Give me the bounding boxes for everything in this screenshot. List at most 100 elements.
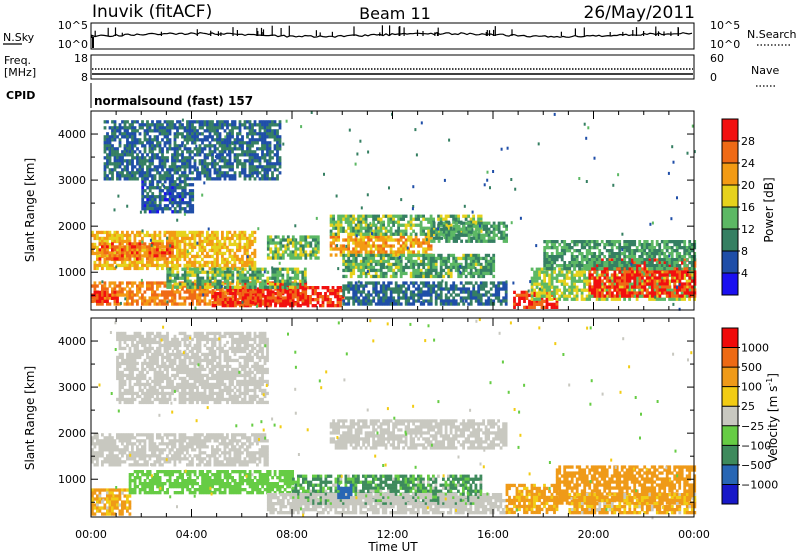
data-cell <box>641 285 644 289</box>
data-cell <box>543 249 547 253</box>
data-cell <box>151 236 154 241</box>
data-cell <box>178 186 182 190</box>
data-cell <box>628 282 631 286</box>
data-cell <box>362 302 366 306</box>
data-cell <box>128 266 132 271</box>
data-cell <box>374 235 378 239</box>
data-cell <box>422 284 426 288</box>
data-cell <box>337 214 340 218</box>
data-cell <box>681 276 684 280</box>
data-cell <box>636 270 639 274</box>
data-cell <box>273 273 277 277</box>
data-cell <box>447 290 451 294</box>
data-cell <box>513 305 516 309</box>
data-cell <box>492 227 496 231</box>
data-cell <box>116 302 119 306</box>
data-cell <box>449 268 453 273</box>
data-cell <box>364 214 368 218</box>
data-cell <box>663 282 667 286</box>
data-cell <box>457 233 461 237</box>
data-cell <box>336 286 340 290</box>
data-cell <box>623 267 627 271</box>
data-cell <box>374 271 378 276</box>
data-cell <box>399 287 403 291</box>
data-cell <box>545 294 549 298</box>
data-cell <box>173 245 177 250</box>
data-cell <box>156 302 159 306</box>
data-cell <box>226 263 229 268</box>
data-cell <box>136 293 139 297</box>
data-cell <box>156 183 160 187</box>
data-cell <box>676 270 679 274</box>
data-cell <box>615 261 619 265</box>
data-cell <box>183 302 187 306</box>
data-cell <box>482 221 486 225</box>
data-cell <box>334 295 337 299</box>
data-cell <box>131 302 134 306</box>
data-cell <box>196 285 200 289</box>
data-cell <box>543 288 546 292</box>
data-cell <box>384 284 388 288</box>
data-cell <box>171 299 174 303</box>
data-cell <box>301 276 305 280</box>
data-cell <box>379 223 383 227</box>
data-cell <box>680 297 684 301</box>
data-cell <box>146 195 150 199</box>
data-cell <box>580 270 584 274</box>
data-cell <box>407 220 410 224</box>
data-cell <box>223 260 227 265</box>
data-cell <box>452 253 456 258</box>
data-cell <box>628 240 632 244</box>
data-cell <box>404 238 408 242</box>
data-cell <box>384 271 388 276</box>
data-cell <box>588 264 592 268</box>
data-cell <box>211 236 214 241</box>
data-cell <box>306 241 310 245</box>
data-cell <box>633 279 637 283</box>
data-cell <box>479 284 483 288</box>
data-cell <box>447 221 451 225</box>
data-cell <box>278 270 282 274</box>
data-cell <box>238 260 242 265</box>
data-cell <box>276 296 280 300</box>
data-cell <box>304 299 308 303</box>
data-cell <box>171 204 175 208</box>
data-cell <box>565 249 569 253</box>
data-cell <box>585 249 589 253</box>
data-cell <box>407 296 411 300</box>
data-cell <box>223 279 227 283</box>
data-cell <box>198 276 202 280</box>
data-cell <box>611 282 614 286</box>
data-cell <box>329 298 332 302</box>
data-cell <box>226 245 229 250</box>
data-cell <box>673 297 676 301</box>
data-cell <box>138 251 142 255</box>
data-cell <box>161 281 164 285</box>
data-cell <box>502 236 506 240</box>
data-cell <box>181 284 184 288</box>
data-cell <box>675 249 679 253</box>
data-cell <box>118 284 122 288</box>
data-cell <box>93 260 97 265</box>
data-cell <box>504 296 508 300</box>
data-cell <box>432 217 435 221</box>
data-cell <box>228 239 232 244</box>
data-cell <box>246 279 250 283</box>
data-cell <box>253 263 257 268</box>
data-cell <box>625 261 629 265</box>
data-cell <box>379 232 383 236</box>
data-cell <box>191 287 194 291</box>
data-cell <box>186 279 190 283</box>
data-cell <box>690 249 694 253</box>
data-cell <box>382 214 385 218</box>
data-cell <box>434 271 438 276</box>
data-cell <box>136 251 139 255</box>
data-cell <box>148 233 152 238</box>
data-cell <box>273 267 277 271</box>
data-cell <box>502 230 506 234</box>
data-cell <box>364 250 368 254</box>
data-cell <box>362 244 365 248</box>
data-cell <box>331 292 335 296</box>
data-cell <box>216 251 219 256</box>
data-cell <box>291 270 295 274</box>
